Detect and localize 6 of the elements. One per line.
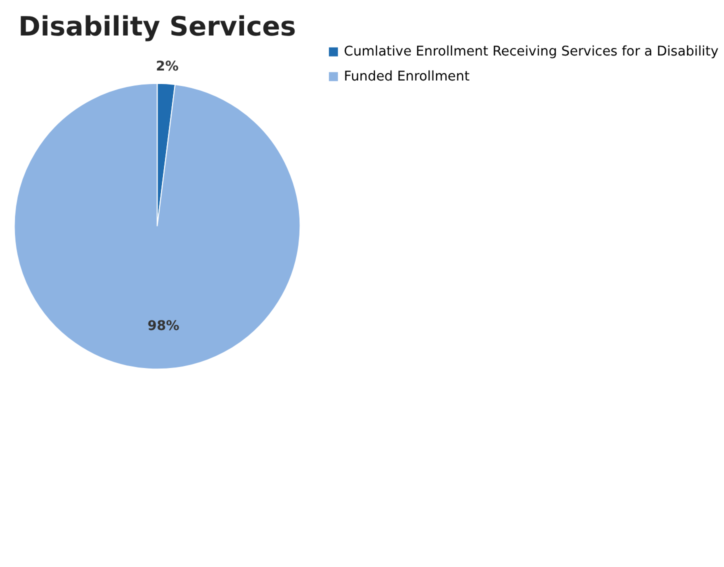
data-label: 98%: [148, 318, 180, 334]
chart-title: Disability Services: [18, 12, 296, 43]
data-label: 2%: [156, 59, 179, 74]
pie-slice: [14, 82, 300, 370]
legend-label: Cumlative Enrollment Receiving Services for a Disability: [344, 44, 719, 60]
legend-label: Funded Enrollment: [344, 69, 470, 84]
